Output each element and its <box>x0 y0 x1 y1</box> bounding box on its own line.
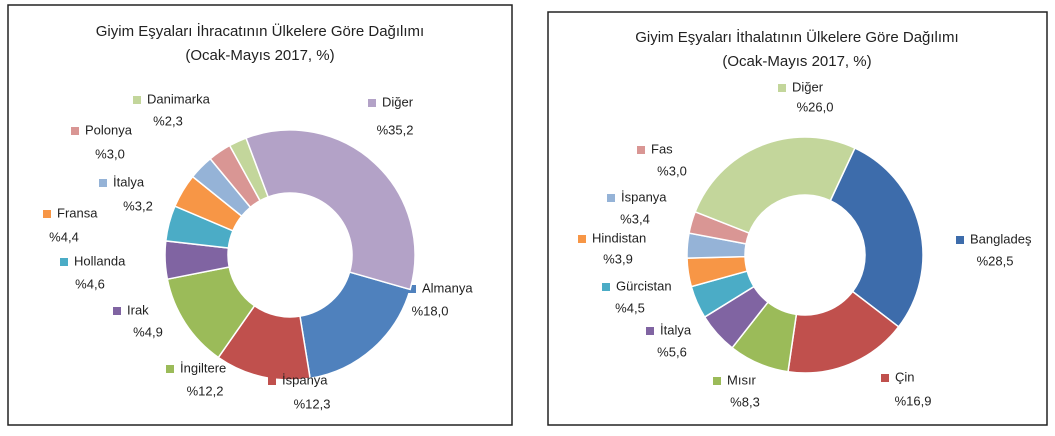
slice-label: Çin <box>895 369 915 384</box>
legend-swatch <box>113 307 121 315</box>
legend-swatch <box>602 283 610 291</box>
slice-label: İtalya <box>113 174 145 189</box>
value-label: %5,6 <box>657 344 687 359</box>
value-label: %16,9 <box>895 393 932 408</box>
legend-swatch <box>713 377 721 385</box>
slice-label: Mısır <box>727 372 757 387</box>
value-label: %4,6 <box>75 276 105 291</box>
value-label: %3,2 <box>123 198 153 213</box>
legend-swatch <box>607 194 615 202</box>
value-label: %35,2 <box>377 122 414 137</box>
donut-slice <box>245 129 416 291</box>
legend-swatch <box>133 96 141 104</box>
chart-subtitle: (Ocak-Mayıs 2017, %) <box>722 53 871 70</box>
slice-label: Hindistan <box>592 230 646 245</box>
legend-swatch <box>408 285 416 293</box>
slice-label: İngiltere <box>180 360 226 375</box>
slice-label: Fransa <box>57 205 98 220</box>
value-label: %28,5 <box>977 253 1014 268</box>
legend-swatch <box>368 99 376 107</box>
value-label: %3,4 <box>620 211 650 226</box>
slice-label: Polonya <box>85 122 133 137</box>
legend-swatch <box>956 236 964 244</box>
slice-label: İtalya <box>660 322 692 337</box>
slice-label: Fas <box>651 141 673 156</box>
legend-swatch <box>43 210 51 218</box>
slice-label: Danimarka <box>147 91 211 106</box>
value-label: %26,0 <box>797 99 834 114</box>
value-label: %4,9 <box>133 324 163 339</box>
slice-label: Gürcistan <box>616 278 672 293</box>
legend-swatch <box>881 374 889 382</box>
legend-swatch <box>166 365 174 373</box>
slice-label: Irak <box>127 302 149 317</box>
donut-slice <box>694 136 856 234</box>
legend-swatch <box>646 327 654 335</box>
legend-swatch <box>268 377 276 385</box>
chart-title: Giyim Eşyaları İhracatının Ülkelere Göre… <box>96 22 424 40</box>
legend-swatch <box>637 146 645 154</box>
value-label: %18,0 <box>412 303 449 318</box>
legend-swatch <box>60 258 68 266</box>
slice-label: İspanya <box>621 189 667 204</box>
slice-label: Diğer <box>792 79 824 94</box>
value-label: %4,5 <box>615 300 645 315</box>
donut-slice <box>299 271 412 380</box>
slice-label: İspanya <box>282 372 328 387</box>
legend-swatch <box>778 84 786 92</box>
value-label: %3,0 <box>95 146 125 161</box>
legend-swatch <box>71 127 79 135</box>
value-label: %8,3 <box>730 394 760 409</box>
slice-label: Diğer <box>382 94 414 109</box>
chart-subtitle: (Ocak-Mayıs 2017, %) <box>185 47 334 64</box>
legend-swatch <box>99 179 107 187</box>
value-label: %12,2 <box>187 383 224 398</box>
value-label: %12,3 <box>294 396 331 411</box>
value-label: %3,0 <box>657 163 687 178</box>
slice-label: Almanya <box>422 280 473 295</box>
slice-label: Bangladeş <box>970 231 1032 246</box>
slice-label: Hollanda <box>74 253 126 268</box>
value-label: %4,4 <box>49 229 79 244</box>
value-label: %2,3 <box>153 113 183 128</box>
donut-slice <box>829 147 924 328</box>
legend-swatch <box>578 235 586 243</box>
value-label: %3,9 <box>603 251 633 266</box>
chart-title: Giyim Eşyaları İthalatının Ülkelere Göre… <box>635 28 958 46</box>
